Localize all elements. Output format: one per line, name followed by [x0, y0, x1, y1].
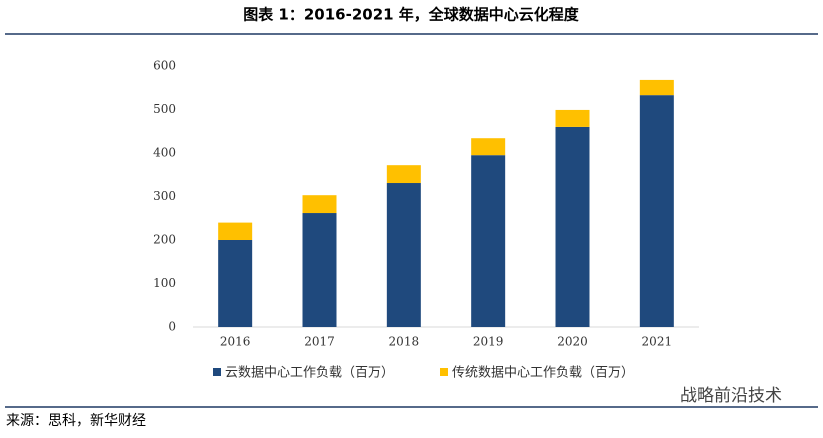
y-tick-label: 500	[153, 102, 176, 116]
bar-segment	[471, 138, 506, 156]
source: 来源：思科，新华财经	[6, 413, 146, 429]
legend-label: 云数据中心工作负载（百万）	[225, 366, 394, 381]
legend-swatch	[440, 368, 448, 376]
y-tick-label: 400	[153, 146, 176, 160]
bar-segment	[639, 95, 674, 328]
legend-swatch	[213, 368, 221, 376]
x-tick-label: 2019	[473, 335, 504, 349]
bar-segment	[471, 155, 506, 327]
bar-segment	[555, 109, 590, 127]
y-tick-label: 0	[168, 320, 176, 334]
bar-segment	[386, 165, 421, 184]
bar-segment	[302, 213, 337, 327]
watermark: 战略前沿技术	[680, 386, 782, 406]
bar-segment	[218, 240, 253, 327]
x-tick-label: 2020	[557, 335, 588, 349]
y-tick-label: 100	[153, 276, 176, 290]
bar-segment	[302, 195, 337, 214]
bar-segment	[555, 126, 590, 328]
y-tick-label: 300	[153, 189, 176, 203]
chart-title: 图表 1：2016-2021 年，全球数据中心云化程度	[243, 6, 580, 24]
x-tick-label: 2021	[642, 335, 673, 349]
x-tick-label: 2017	[304, 335, 335, 349]
x-tick-label: 2018	[389, 335, 420, 349]
x-tick-label: 2016	[220, 335, 251, 349]
bar-segment	[218, 222, 253, 240]
legend-label: 传统数据中心工作负载（百万）	[452, 366, 634, 381]
y-tick-label: 600	[153, 59, 176, 73]
bar-segment	[639, 79, 674, 96]
y-tick-label: 200	[153, 233, 176, 247]
bar-segment	[386, 183, 421, 327]
